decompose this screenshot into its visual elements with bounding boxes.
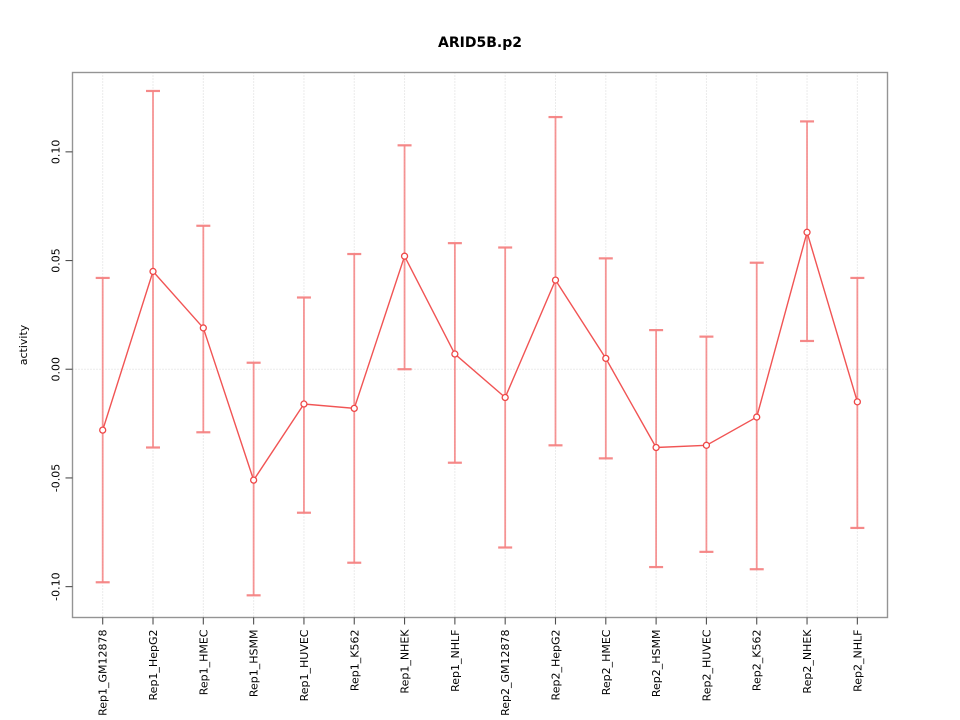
- x-tick-label: Rep2_K562: [751, 630, 764, 692]
- data-point-marker: [300, 400, 308, 408]
- data-point-marker: [652, 443, 660, 452]
- axes: [65, 71, 889, 625]
- x-tick-label: Rep1_GM12878: [97, 630, 110, 716]
- x-tick-label: Rep1_HSMM: [248, 630, 261, 698]
- chart-title: ARID5B.p2: [438, 35, 522, 51]
- data-point-marker: [551, 276, 560, 284]
- error-bars: [95, 89, 865, 597]
- x-tick-label: Rep1_K562: [348, 630, 361, 692]
- plot-border: [71, 71, 889, 619]
- x-tick-label: Rep2_HSMM: [650, 630, 663, 698]
- x-tick-label: Rep2_GM12878: [499, 630, 512, 716]
- y-tick-label: -0.05: [50, 464, 63, 492]
- data-point-marker: [400, 252, 409, 260]
- x-tick-label: Rep1_HUVEC: [298, 629, 311, 701]
- y-axis-label: activity: [17, 324, 30, 365]
- data-point-marker: [753, 413, 761, 421]
- data-point-marker: [199, 324, 207, 332]
- x-tick-label: Rep1_NHLF: [449, 630, 462, 692]
- data-point-marker: [501, 393, 509, 402]
- x-tick-label: Rep1_HepG2: [147, 630, 160, 701]
- x-tick-label: Rep1_HMEC: [197, 629, 210, 695]
- y-tick-label: 0.00: [50, 357, 63, 382]
- y-tick-label: 0.10: [50, 140, 63, 165]
- data-point-marker: [602, 354, 610, 363]
- data-points: [99, 228, 861, 484]
- gridlines: [72, 72, 888, 618]
- x-tick-label: Rep2_HMEC: [600, 629, 613, 695]
- y-tick-label: 0.05: [50, 248, 63, 273]
- data-point-marker: [451, 350, 459, 358]
- y-tick-label: -0.10: [50, 572, 63, 600]
- axis-labels: -0.10 -0.05 0.00 0.05 0.10 Rep1_GM12878 Rep1_H…: [50, 140, 865, 716]
- data-point-marker: [803, 228, 811, 236]
- series-polyline: [102, 229, 859, 482]
- data-point-marker: [350, 404, 358, 413]
- data-point-marker: [702, 441, 711, 449]
- x-tick-label: Rep2_HUVEC: [700, 629, 713, 701]
- x-tick-label: Rep1_NHEK: [399, 629, 412, 694]
- data-point-marker: [249, 476, 258, 484]
- x-tick-label: Rep2_HepG2: [549, 630, 562, 701]
- data-point-marker: [149, 267, 157, 276]
- x-tick-label: Rep2_NHLF: [851, 630, 864, 692]
- x-tick-label: Rep2_NHEK: [801, 629, 814, 694]
- data-point-marker: [853, 398, 861, 406]
- series-line: [102, 229, 859, 482]
- data-point-marker: [99, 426, 107, 434]
